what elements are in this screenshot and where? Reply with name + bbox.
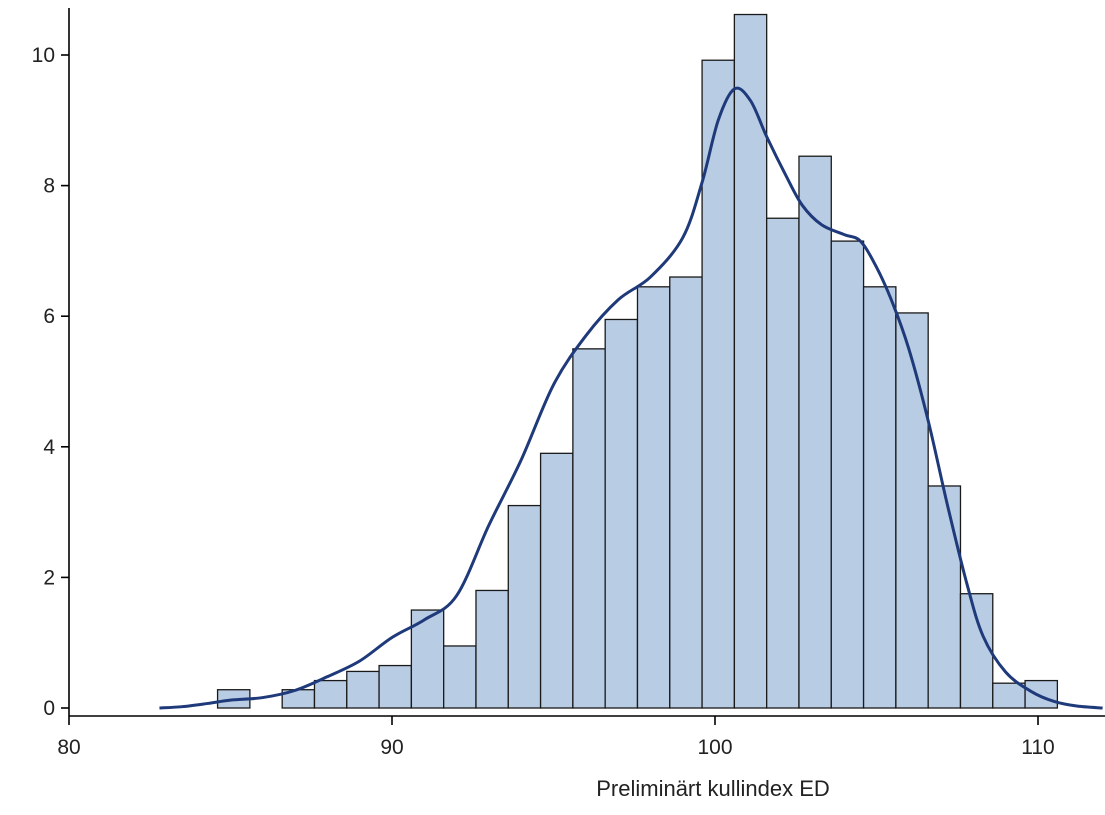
y-tick-label: 4 <box>43 436 55 459</box>
y-tick-label: 10 <box>32 44 55 67</box>
histogram-bar <box>572 348 606 709</box>
histogram-bars <box>216 13 1059 709</box>
histogram-bar <box>798 155 832 709</box>
y-tick-label: 2 <box>43 566 55 589</box>
histogram-bar <box>862 286 897 709</box>
histogram-bar <box>992 682 1026 709</box>
axes <box>68 8 1105 717</box>
histogram-bar <box>313 679 348 709</box>
histogram-bar <box>669 276 703 709</box>
y-axis-ticks: 0 2 4 6 8 10 <box>32 44 69 720</box>
histogram-bar <box>733 13 768 709</box>
histogram-bar <box>475 589 509 709</box>
y-tick-label: 8 <box>43 175 55 198</box>
histogram-bar <box>443 645 477 709</box>
x-tick-label: 100 <box>697 736 732 759</box>
histogram-bar <box>830 240 865 709</box>
y-tick-label: 0 <box>43 697 55 720</box>
histogram-bar <box>346 670 380 709</box>
y-tick-label: 6 <box>43 305 55 328</box>
histogram-bar <box>927 485 962 709</box>
histogram-bar <box>604 318 639 709</box>
histogram-bar <box>959 593 994 709</box>
histogram-bar <box>507 504 542 709</box>
x-tick-label: 110 <box>1021 736 1054 759</box>
x-axis-title: Preliminärt kullindex ED <box>596 776 830 801</box>
density-curve <box>159 86 1103 710</box>
histogram-bar <box>766 217 800 709</box>
histogram-bar <box>539 452 574 709</box>
histogram-bar <box>378 664 413 709</box>
histogram-bar <box>410 609 445 709</box>
x-axis-ticks: 80 90 100 110 <box>57 716 1055 759</box>
x-tick-label: 80 <box>57 736 80 759</box>
histogram-bar <box>701 59 736 709</box>
histogram-bar <box>895 312 929 709</box>
histogram-bar <box>1024 679 1059 709</box>
x-tick-label: 90 <box>380 736 403 759</box>
histogram-bar <box>636 286 671 709</box>
